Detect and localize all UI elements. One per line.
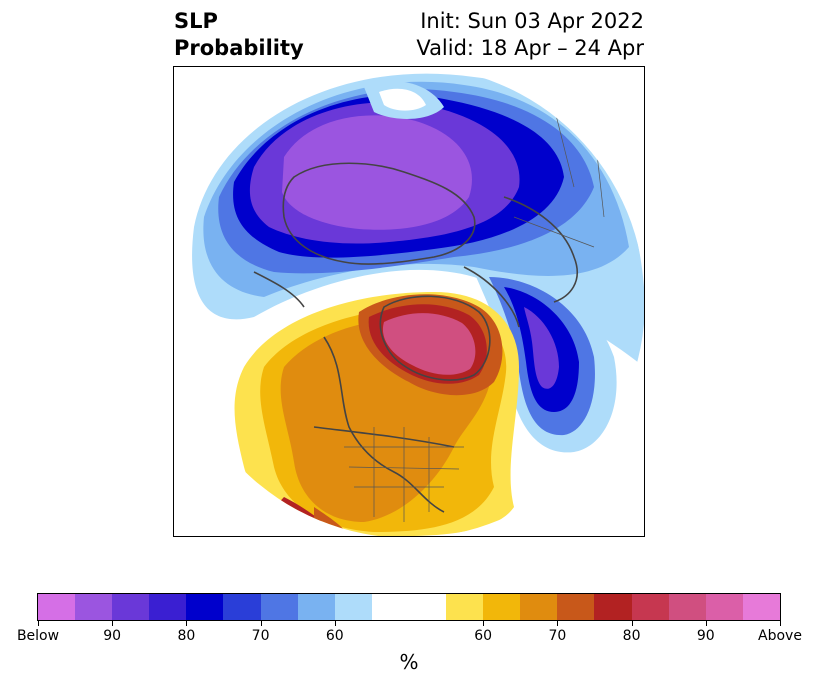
coastlines <box>253 162 579 513</box>
colorbar-tick <box>780 621 781 626</box>
colorbar-unit: % <box>399 650 419 674</box>
colorbar-tick <box>557 621 559 626</box>
colorbar-swatch <box>668 594 706 620</box>
colorbar-tick <box>186 621 188 626</box>
colorbar-swatch <box>371 594 447 620</box>
colorbar-tick-label: Below <box>16 628 60 644</box>
colorbar-swatch <box>520 594 558 620</box>
colorbar-swatch <box>297 594 335 620</box>
colorbar-tick-label: 70 <box>251 628 270 644</box>
colorbar-swatch <box>705 594 743 620</box>
colorbar-tick-label: 60 <box>474 628 493 644</box>
colorbar-swatch <box>186 594 224 620</box>
colorbar-tick-label: 60 <box>325 628 344 644</box>
colorbar-tick <box>260 621 262 626</box>
colorbar-swatch <box>223 594 261 620</box>
colorbar <box>37 593 781 621</box>
colorbar-swatch <box>483 594 521 620</box>
title-variable: SLP <box>174 9 218 33</box>
colorbar-tick-label: 90 <box>103 628 122 644</box>
colorbar-swatch <box>557 594 595 620</box>
colorbar-swatch <box>112 594 150 620</box>
colorbar-tick <box>705 621 707 626</box>
colorbar-swatch <box>631 594 669 620</box>
map-canvas <box>174 67 644 536</box>
colorbar-swatch <box>75 594 113 620</box>
colorbar-swatch <box>149 594 187 620</box>
colorbar-tick <box>631 621 633 626</box>
colorbar-tick-label: Above <box>758 628 802 644</box>
colorbar-swatch <box>334 594 372 620</box>
valid-range: Valid: 18 Apr – 24 Apr <box>416 36 644 60</box>
colorbar-swatch <box>446 594 484 620</box>
colorbar-swatch <box>38 594 76 620</box>
colorbar-tick-label: 80 <box>622 628 641 644</box>
colorbar-tick <box>112 621 114 626</box>
colorbar-tick-label: 70 <box>548 628 567 644</box>
colorbar-tick <box>483 621 485 626</box>
colorbar-swatch <box>260 594 298 620</box>
colorbar-swatch <box>742 594 780 620</box>
colorbar-tick <box>38 621 39 626</box>
map-dates: Init: Sun 03 Apr 2022 Valid: 18 Apr – 24… <box>416 8 644 62</box>
title-quantity: Probability <box>174 36 304 60</box>
map-title: SLP Probability <box>174 8 304 62</box>
colorbar-tick-label: 90 <box>696 628 715 644</box>
colorbar-swatch <box>594 594 632 620</box>
above-normal-region <box>234 292 519 536</box>
init-date: Init: Sun 03 Apr 2022 <box>420 9 644 33</box>
polar-map <box>173 66 645 537</box>
colorbar-tick-label: 80 <box>177 628 196 644</box>
colorbar-tick <box>334 621 336 626</box>
